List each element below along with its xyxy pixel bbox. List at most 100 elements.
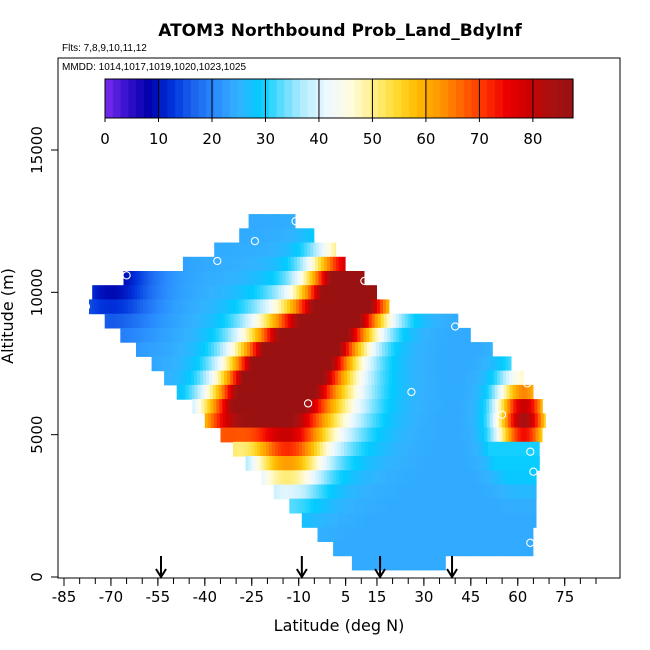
heatmap-cell <box>309 470 313 486</box>
heatmap-row <box>333 541 534 557</box>
heatmap-cell <box>509 441 513 457</box>
heatmap-cell <box>515 370 519 386</box>
heatmap-cell <box>252 327 256 343</box>
heatmap-cell <box>441 327 445 343</box>
heatmap-cell <box>191 285 195 300</box>
heatmap-cell <box>355 342 359 357</box>
heatmap-cell <box>525 470 529 486</box>
heatmap-cell <box>362 370 366 386</box>
heatmap-cell <box>536 441 540 457</box>
heatmap-cell <box>317 256 322 272</box>
heatmap-cell <box>438 399 442 414</box>
heatmap-cell <box>367 356 371 372</box>
y-axis-label: Altitude (m) <box>0 268 17 364</box>
heatmap-cell <box>213 271 217 286</box>
heatmap-cell <box>368 370 372 386</box>
heatmap-cell <box>265 342 269 357</box>
heatmap-cell <box>301 427 305 443</box>
heatmap-cell <box>319 342 323 357</box>
heatmap-cell <box>255 413 260 429</box>
heatmap-cell <box>295 427 299 443</box>
heatmap-cell <box>401 527 405 542</box>
heatmap-cell <box>447 484 452 500</box>
heatmap-cell <box>531 399 535 414</box>
heatmap-cell <box>144 327 148 343</box>
heatmap-cell <box>297 413 302 429</box>
heatmap-cell <box>436 356 440 372</box>
heatmap-cell <box>310 342 314 357</box>
heatmap-cell <box>462 413 467 429</box>
heatmap-cell <box>227 370 231 386</box>
heatmap-cell <box>292 498 296 514</box>
heatmap-cell <box>309 399 313 414</box>
heatmap-cell <box>254 441 258 457</box>
heatmap-cell <box>263 313 268 329</box>
heatmap-cell <box>299 384 304 400</box>
heatmap-cell <box>329 370 333 386</box>
heatmap-cell <box>281 228 285 244</box>
y-tick-label: 0 <box>28 572 46 582</box>
heatmap-cell <box>233 370 237 386</box>
heatmap-cell <box>225 271 229 286</box>
heatmap-cell <box>246 327 250 343</box>
heatmap-cell <box>378 470 382 486</box>
dates-subtitle: MMDD: 1014,1017,1019,1020,1023,1025 <box>62 62 246 73</box>
heatmap-cell <box>286 242 290 258</box>
colorbar-swatch <box>510 79 519 118</box>
heatmap-cell <box>318 271 322 286</box>
heatmap-cell <box>403 427 407 443</box>
heatmap-cell <box>230 299 234 315</box>
heatmap-cell <box>460 356 464 372</box>
heatmap-cell <box>332 285 336 300</box>
heatmap-cell <box>535 498 537 514</box>
heatmap-cell <box>448 427 452 443</box>
heatmap-cell <box>315 413 320 429</box>
heatmap-cell <box>365 527 369 542</box>
heatmap-cell <box>171 271 175 286</box>
x-tick-label: -40 <box>193 588 218 606</box>
heatmap-cell <box>411 541 415 557</box>
heatmap-cell <box>316 498 320 514</box>
sample-point <box>497 410 507 419</box>
heatmap-cell <box>189 271 193 286</box>
heatmap-cell <box>395 370 399 386</box>
heatmap-cell <box>293 370 297 386</box>
heatmap-cell <box>361 513 366 528</box>
heatmap-cell <box>211 342 215 357</box>
heatmap-cell <box>297 327 301 343</box>
heatmap-cell <box>181 356 185 372</box>
heatmap-cell <box>370 427 374 443</box>
heatmap-cell <box>323 384 328 400</box>
heatmap-cell <box>410 313 415 329</box>
heatmap-cell <box>322 498 326 514</box>
heatmap-cell <box>268 342 272 357</box>
heatmap-cell <box>374 370 378 386</box>
heatmap-cell <box>419 384 424 400</box>
heatmap-cell <box>296 384 301 400</box>
heatmap-cell <box>435 327 439 343</box>
heatmap-cell <box>254 214 258 229</box>
heatmap-cell <box>273 470 277 486</box>
heatmap-cell <box>340 513 345 528</box>
heatmap-cell <box>251 228 255 244</box>
heatmap-cell <box>290 441 294 457</box>
heatmap-cell <box>170 285 174 300</box>
heatmap-cell <box>334 513 339 528</box>
heatmap-cell <box>258 271 262 286</box>
heatmap-cell <box>248 285 252 300</box>
heatmap-cell <box>337 342 341 357</box>
heatmap-cell <box>323 313 328 329</box>
heatmap-cell <box>201 399 205 414</box>
heatmap-cell <box>513 413 518 429</box>
heatmap-cell <box>427 513 432 528</box>
sample-point <box>213 256 222 266</box>
heatmap-cell <box>120 327 124 343</box>
heatmap-cell <box>290 256 295 272</box>
heatmap-cell <box>443 370 447 386</box>
heatmap-cell <box>203 256 208 272</box>
heatmap-cell <box>200 384 205 400</box>
heatmap-cell <box>248 214 252 229</box>
heatmap-cell <box>237 271 241 286</box>
heatmap-cell <box>218 370 222 386</box>
heatmap-cell <box>396 399 400 414</box>
